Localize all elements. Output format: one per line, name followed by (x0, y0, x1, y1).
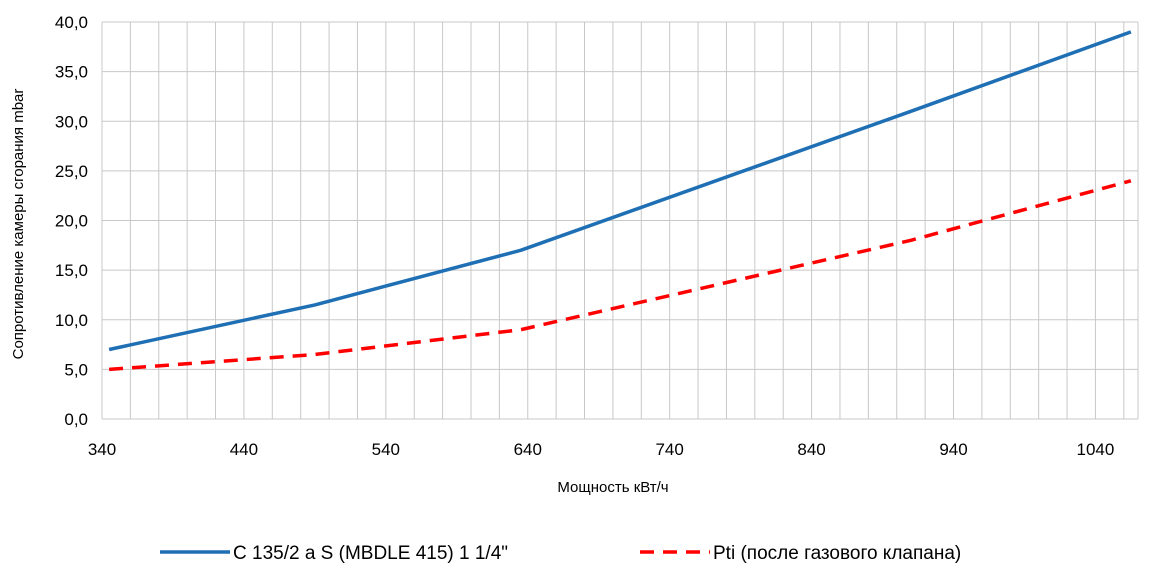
y-tick-label: 40,0 (55, 13, 88, 32)
y-tick-label: 10,0 (55, 311, 88, 330)
legend: C 135/2 a S (MBDLE 415) 1 1/4" Pti (после… (160, 543, 961, 564)
series-lines (108, 30, 1132, 372)
y-tick-label: 15,0 (55, 261, 88, 280)
series-line-1 (108, 30, 1132, 352)
y-tick-label: 5,0 (64, 360, 88, 379)
y-axis-title: Сопротивление камеры сгорания mbar (10, 89, 27, 360)
series-line-2 (108, 179, 1132, 372)
y-tick-label: 0,0 (64, 410, 88, 429)
x-tick-labels: 340 440 540 640 740 840 940 1040 (88, 440, 1115, 459)
x-tick-label: 740 (655, 440, 683, 459)
y-tick-label: 20,0 (55, 212, 88, 231)
x-tick-label: 540 (372, 440, 400, 459)
x-tick-label: 340 (88, 440, 116, 459)
legend-label-2: Pti (после газового клапана) (713, 543, 961, 564)
x-tick-label: 840 (797, 440, 825, 459)
grid-lines (101, 21, 1139, 420)
y-tick-label: 30,0 (55, 112, 88, 131)
x-tick-label: 440 (230, 440, 258, 459)
y-tick-label: 35,0 (55, 63, 88, 82)
legend-label-1: C 135/2 a S (MBDLE 415) 1 1/4" (233, 543, 508, 564)
x-tick-label: 940 (939, 440, 967, 459)
x-axis-title: Мощность кВт/ч (557, 479, 668, 496)
y-tick-labels: 0,0 5,0 10,0 15,0 20,0 25,0 30,0 35,0 40,0 (55, 13, 88, 429)
x-tick-label: 1040 (1077, 440, 1115, 459)
y-tick-label: 25,0 (55, 162, 88, 181)
x-tick-label: 640 (514, 440, 542, 459)
